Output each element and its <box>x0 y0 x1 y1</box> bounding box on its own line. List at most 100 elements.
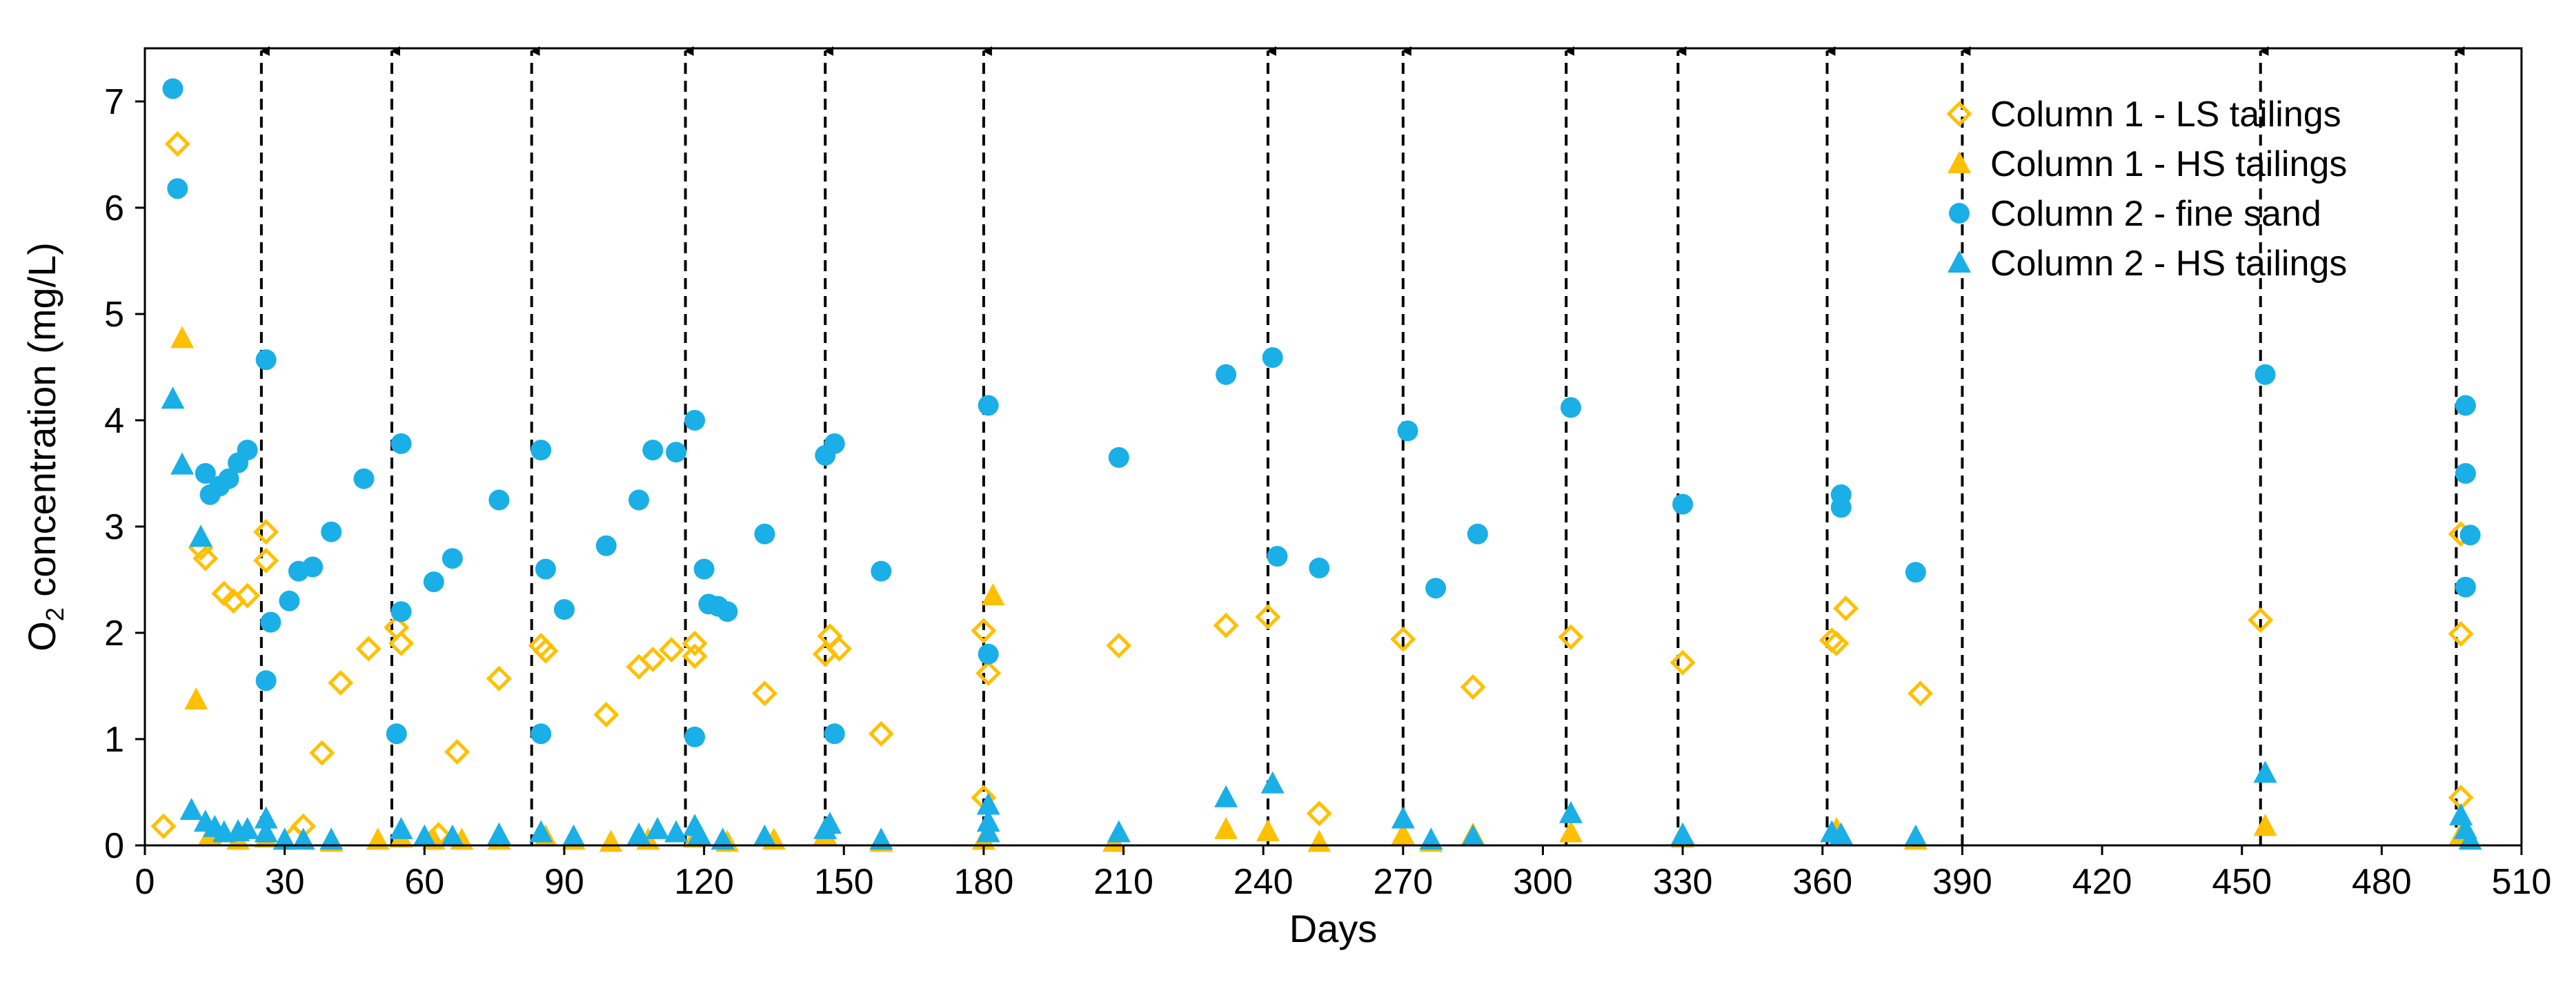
x-tick-label: 90 <box>544 862 584 902</box>
data-point <box>871 560 892 582</box>
data-point <box>2255 364 2276 385</box>
data-point <box>195 463 216 484</box>
data-point <box>1107 820 1131 843</box>
y-axis-title: O2 concentration (mg/L) <box>20 242 69 651</box>
data-point <box>2455 463 2476 484</box>
data-point <box>628 489 650 511</box>
data-point <box>1391 806 1415 829</box>
data-point <box>1419 827 1443 850</box>
data-point <box>2459 524 2481 546</box>
y-tick-label: 0 <box>104 826 124 866</box>
series-4 <box>161 386 2482 850</box>
axis-ticks: 0 30 60 90 120 150 180 210 240 270 300 330 360 390 420… <box>104 82 2551 902</box>
data-point <box>2248 607 2274 634</box>
legend-marker <box>1948 151 1971 173</box>
data-point <box>218 468 239 489</box>
data-point <box>423 571 444 593</box>
data-point <box>1905 562 1926 583</box>
data-point <box>562 824 586 847</box>
data-point <box>413 824 437 847</box>
data-points <box>150 78 2482 852</box>
legend: Column 1 - LS tailings Column 1 - HS tail… <box>1946 95 2347 284</box>
data-point <box>664 820 688 843</box>
data-point <box>444 738 470 765</box>
data-point <box>254 820 278 843</box>
data-point <box>1561 397 1581 418</box>
data-point <box>162 78 184 99</box>
data-point <box>2253 761 2277 783</box>
y-tick-label: 2 <box>104 614 124 654</box>
y-tick-label: 7 <box>104 82 124 122</box>
data-point <box>531 723 552 745</box>
y-tick-label: 6 <box>104 188 124 228</box>
data-point <box>253 547 279 573</box>
data-point <box>1213 612 1239 638</box>
x-tick-label: 30 <box>265 862 305 902</box>
data-point <box>642 440 664 461</box>
data-point <box>386 723 407 745</box>
data-point <box>1672 493 1694 515</box>
data-point <box>255 349 277 371</box>
data-point <box>717 601 738 622</box>
data-point <box>599 830 623 852</box>
x-tick-label: 330 <box>1653 862 1713 902</box>
series-3 <box>162 78 2481 747</box>
data-point <box>818 812 842 834</box>
data-point <box>2455 576 2476 598</box>
data-point <box>976 792 1000 815</box>
data-point <box>640 646 666 673</box>
data-point <box>1214 816 1238 839</box>
x-tick-label: 300 <box>1513 862 1573 902</box>
data-point <box>711 827 735 850</box>
data-point <box>189 524 213 547</box>
data-point <box>388 630 415 656</box>
data-point <box>751 680 777 707</box>
data-point <box>1461 824 1485 847</box>
data-point <box>684 410 706 431</box>
data-point <box>353 468 375 489</box>
data-point <box>390 601 412 622</box>
x-tick-label: 0 <box>135 862 155 902</box>
data-point <box>1558 624 1584 650</box>
plot-frame <box>143 47 2523 847</box>
data-point <box>1425 578 1447 599</box>
data-point <box>442 548 463 569</box>
data-point <box>971 618 997 644</box>
data-point <box>1255 604 1281 630</box>
data-point <box>824 433 845 454</box>
data-point <box>1390 626 1416 652</box>
data-point <box>687 822 711 845</box>
series-1 <box>150 131 2474 850</box>
data-point <box>1903 824 1928 847</box>
data-point <box>170 326 195 349</box>
data-point <box>1307 830 1331 852</box>
data-point <box>646 816 670 839</box>
data-point <box>626 654 652 680</box>
data-point <box>754 523 775 544</box>
data-point <box>824 723 845 745</box>
data-point <box>1460 674 1486 700</box>
data-point <box>533 638 559 664</box>
x-tick-label: 270 <box>1373 862 1433 902</box>
data-point <box>684 726 706 747</box>
data-point <box>167 178 188 199</box>
data-point <box>150 813 177 839</box>
data-point <box>164 131 190 157</box>
x-tick-label: 390 <box>1932 862 1992 902</box>
y-axis-title-post: concentration (mg/L) <box>20 242 63 607</box>
data-point <box>1671 822 1695 845</box>
legend-label: Column 1 - LS tailings <box>1990 95 2341 135</box>
data-point <box>302 556 324 578</box>
data-point <box>1262 347 1283 369</box>
data-point <box>1670 649 1696 676</box>
data-point <box>355 636 382 662</box>
data-point <box>1106 632 1132 659</box>
data-point <box>593 702 620 728</box>
data-point <box>1309 558 1330 579</box>
y-tick-label: 4 <box>104 401 124 441</box>
data-point <box>1306 801 1332 827</box>
data-point <box>975 660 1002 687</box>
data-point <box>487 822 511 845</box>
data-point <box>273 827 297 850</box>
data-point <box>627 822 651 845</box>
